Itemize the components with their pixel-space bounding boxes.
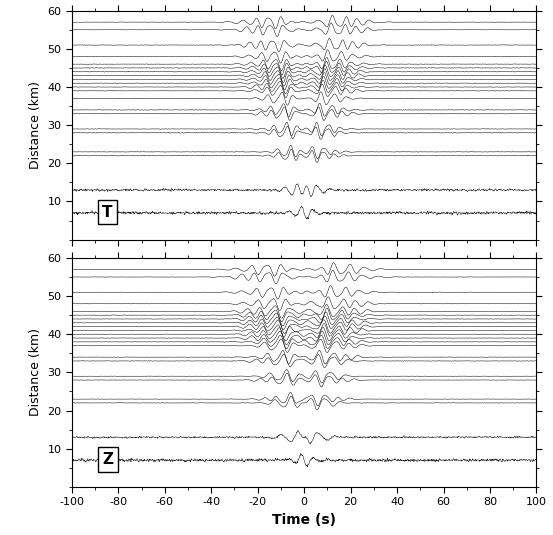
Text: Z: Z [102,452,113,467]
Y-axis label: Distance (km): Distance (km) [29,328,42,416]
Y-axis label: Distance (km): Distance (km) [29,81,42,169]
Text: T: T [102,205,113,220]
X-axis label: Time (s): Time (s) [272,513,336,527]
